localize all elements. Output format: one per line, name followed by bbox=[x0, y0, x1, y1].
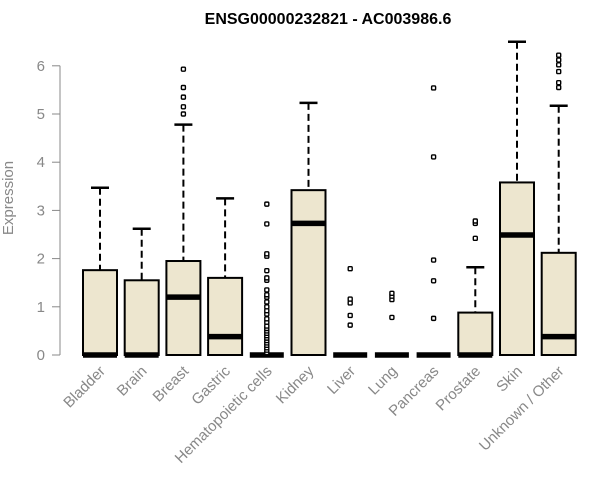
box-rect bbox=[457, 311, 494, 357]
outlier-point bbox=[347, 322, 353, 328]
x-tick-label: Breast bbox=[150, 362, 193, 405]
x-tick-label: Bladder bbox=[60, 363, 109, 412]
box-group bbox=[165, 66, 202, 357]
y-tick-label: 5 bbox=[37, 106, 45, 123]
box-group bbox=[457, 218, 494, 358]
outlier-point bbox=[389, 314, 395, 321]
y-tick-label: 0 bbox=[37, 347, 45, 364]
outlier-point bbox=[430, 278, 437, 284]
box-rect bbox=[290, 189, 327, 356]
outlier-point bbox=[556, 57, 562, 63]
outlier-point bbox=[180, 84, 187, 91]
outlier-point bbox=[264, 221, 270, 227]
outlier-point bbox=[472, 235, 478, 242]
box-group bbox=[123, 227, 160, 358]
outlier-point bbox=[556, 62, 562, 68]
y-tick-label: 4 bbox=[37, 154, 45, 171]
y-axis-label: Expression bbox=[0, 161, 17, 235]
outlier-point bbox=[556, 79, 562, 86]
box-group bbox=[249, 201, 284, 358]
outlier-point bbox=[180, 104, 187, 110]
box-rect bbox=[499, 181, 535, 356]
outlier-point bbox=[347, 266, 353, 272]
box-group bbox=[499, 40, 535, 356]
y-tick-label: 1 bbox=[37, 299, 45, 316]
x-tick-label: Prostate bbox=[433, 363, 485, 415]
x-tick-label: Liver bbox=[324, 363, 359, 398]
outlier-point bbox=[264, 292, 270, 298]
boxes bbox=[82, 40, 577, 358]
x-tick-label: Lung bbox=[365, 363, 401, 399]
box-group bbox=[333, 266, 368, 358]
outlier-point bbox=[264, 275, 270, 281]
box-rect bbox=[207, 276, 244, 357]
outlier-point bbox=[389, 290, 395, 297]
outlier-point bbox=[180, 66, 187, 72]
x-tick-label: Skin bbox=[493, 363, 526, 396]
outlier-point bbox=[264, 304, 270, 310]
x-tick-label: Brain bbox=[114, 363, 151, 400]
outlier-point bbox=[347, 296, 353, 302]
chart-title: ENSG00000232821 - AC003986.6 bbox=[205, 11, 452, 28]
box-rect bbox=[165, 260, 202, 357]
outlier-point bbox=[180, 111, 187, 117]
box-rect bbox=[540, 251, 577, 356]
outlier-point bbox=[556, 52, 562, 58]
outlier-point bbox=[347, 312, 353, 319]
y-tick-label: 3 bbox=[37, 202, 45, 219]
outlier-point bbox=[556, 84, 562, 91]
outlier-point bbox=[180, 94, 187, 100]
box-group bbox=[82, 186, 118, 358]
box-rect bbox=[82, 269, 118, 356]
outlier-point bbox=[556, 68, 562, 75]
box-group bbox=[540, 52, 577, 356]
outlier-point bbox=[264, 287, 270, 293]
x-tick-label: Kidney bbox=[273, 362, 318, 407]
outlier-point bbox=[472, 218, 478, 224]
y-tick-label: 6 bbox=[37, 58, 45, 75]
box-group bbox=[290, 101, 327, 356]
outlier-point bbox=[264, 299, 270, 305]
y-tick-label: 2 bbox=[37, 251, 45, 268]
box-group bbox=[416, 85, 451, 358]
box-group bbox=[374, 290, 409, 358]
outlier-point bbox=[430, 257, 437, 263]
outlier-point bbox=[430, 154, 437, 160]
outlier-point bbox=[264, 251, 270, 257]
outlier-point bbox=[430, 315, 437, 322]
box-group bbox=[207, 197, 244, 357]
outlier-point bbox=[264, 201, 270, 207]
outlier-point bbox=[264, 267, 270, 274]
y-axis: 0 1 2 3 4 5 6 bbox=[37, 58, 61, 364]
box-rect bbox=[123, 279, 160, 357]
outlier-point bbox=[264, 316, 270, 322]
outlier-point bbox=[430, 85, 437, 91]
